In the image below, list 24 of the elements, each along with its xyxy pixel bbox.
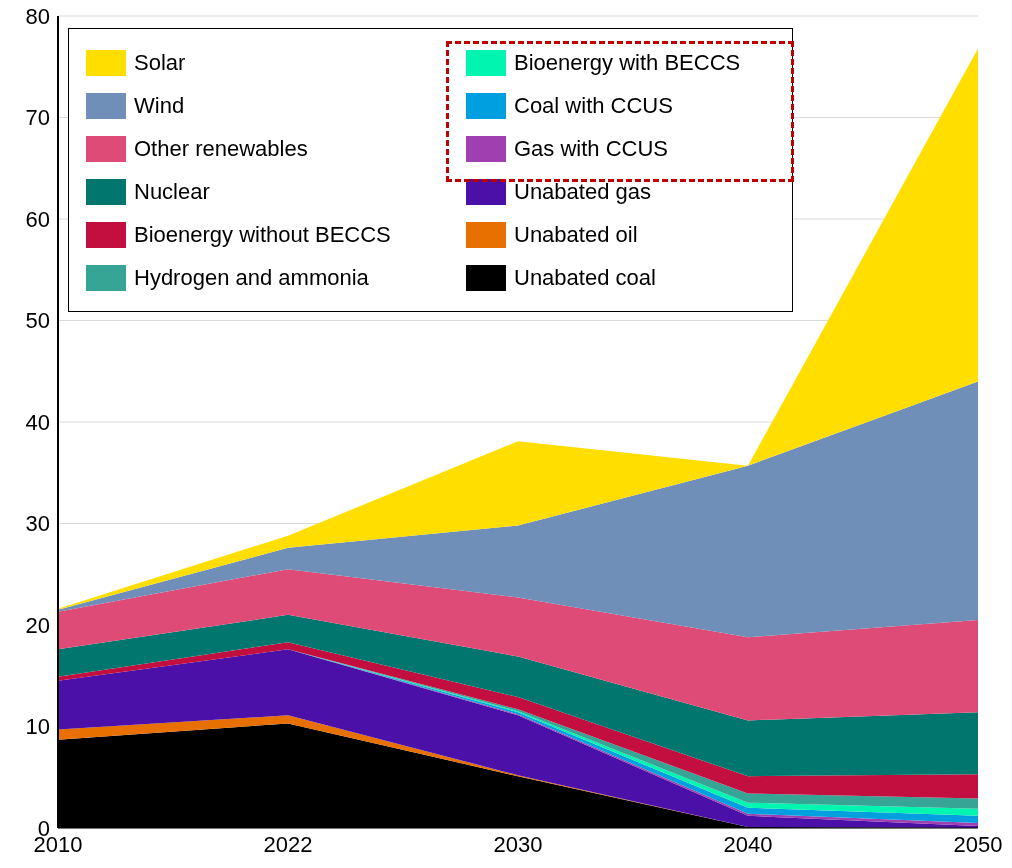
y-tick-label: 60 (25, 206, 50, 232)
legend-label: Hydrogen and ammonia (134, 264, 369, 291)
y-tick-label: 40 (25, 409, 50, 435)
x-tick-label: 2022 (263, 831, 313, 857)
legend-label: Unabated gas (514, 178, 651, 205)
legend-label: Gas with CCUS (514, 135, 669, 162)
x-tick-label: 2050 (953, 831, 1003, 857)
legend-label: Solar (134, 49, 186, 76)
y-tick-label: 30 (25, 511, 50, 537)
x-tick-label: 2030 (493, 831, 543, 857)
legend-label: Bioenergy with BECCS (514, 49, 741, 76)
y-tick-label: 80 (25, 3, 50, 29)
legend-label: Unabated oil (514, 221, 638, 248)
y-tick-label: 70 (25, 105, 50, 131)
legend-label: Nuclear (134, 178, 210, 205)
legend-label: Bioenergy without BECCS (134, 221, 391, 248)
y-tick-label: 20 (25, 612, 50, 638)
legend-label: Unabated coal (514, 264, 656, 291)
legend-label: Other renewables (134, 135, 308, 162)
y-tick-label: 50 (25, 308, 50, 334)
legend-label: Wind (134, 92, 185, 119)
x-tick-label: 2040 (723, 831, 773, 857)
y-tick-label: 10 (25, 714, 50, 740)
legend-label: Coal with CCUS (514, 92, 673, 119)
